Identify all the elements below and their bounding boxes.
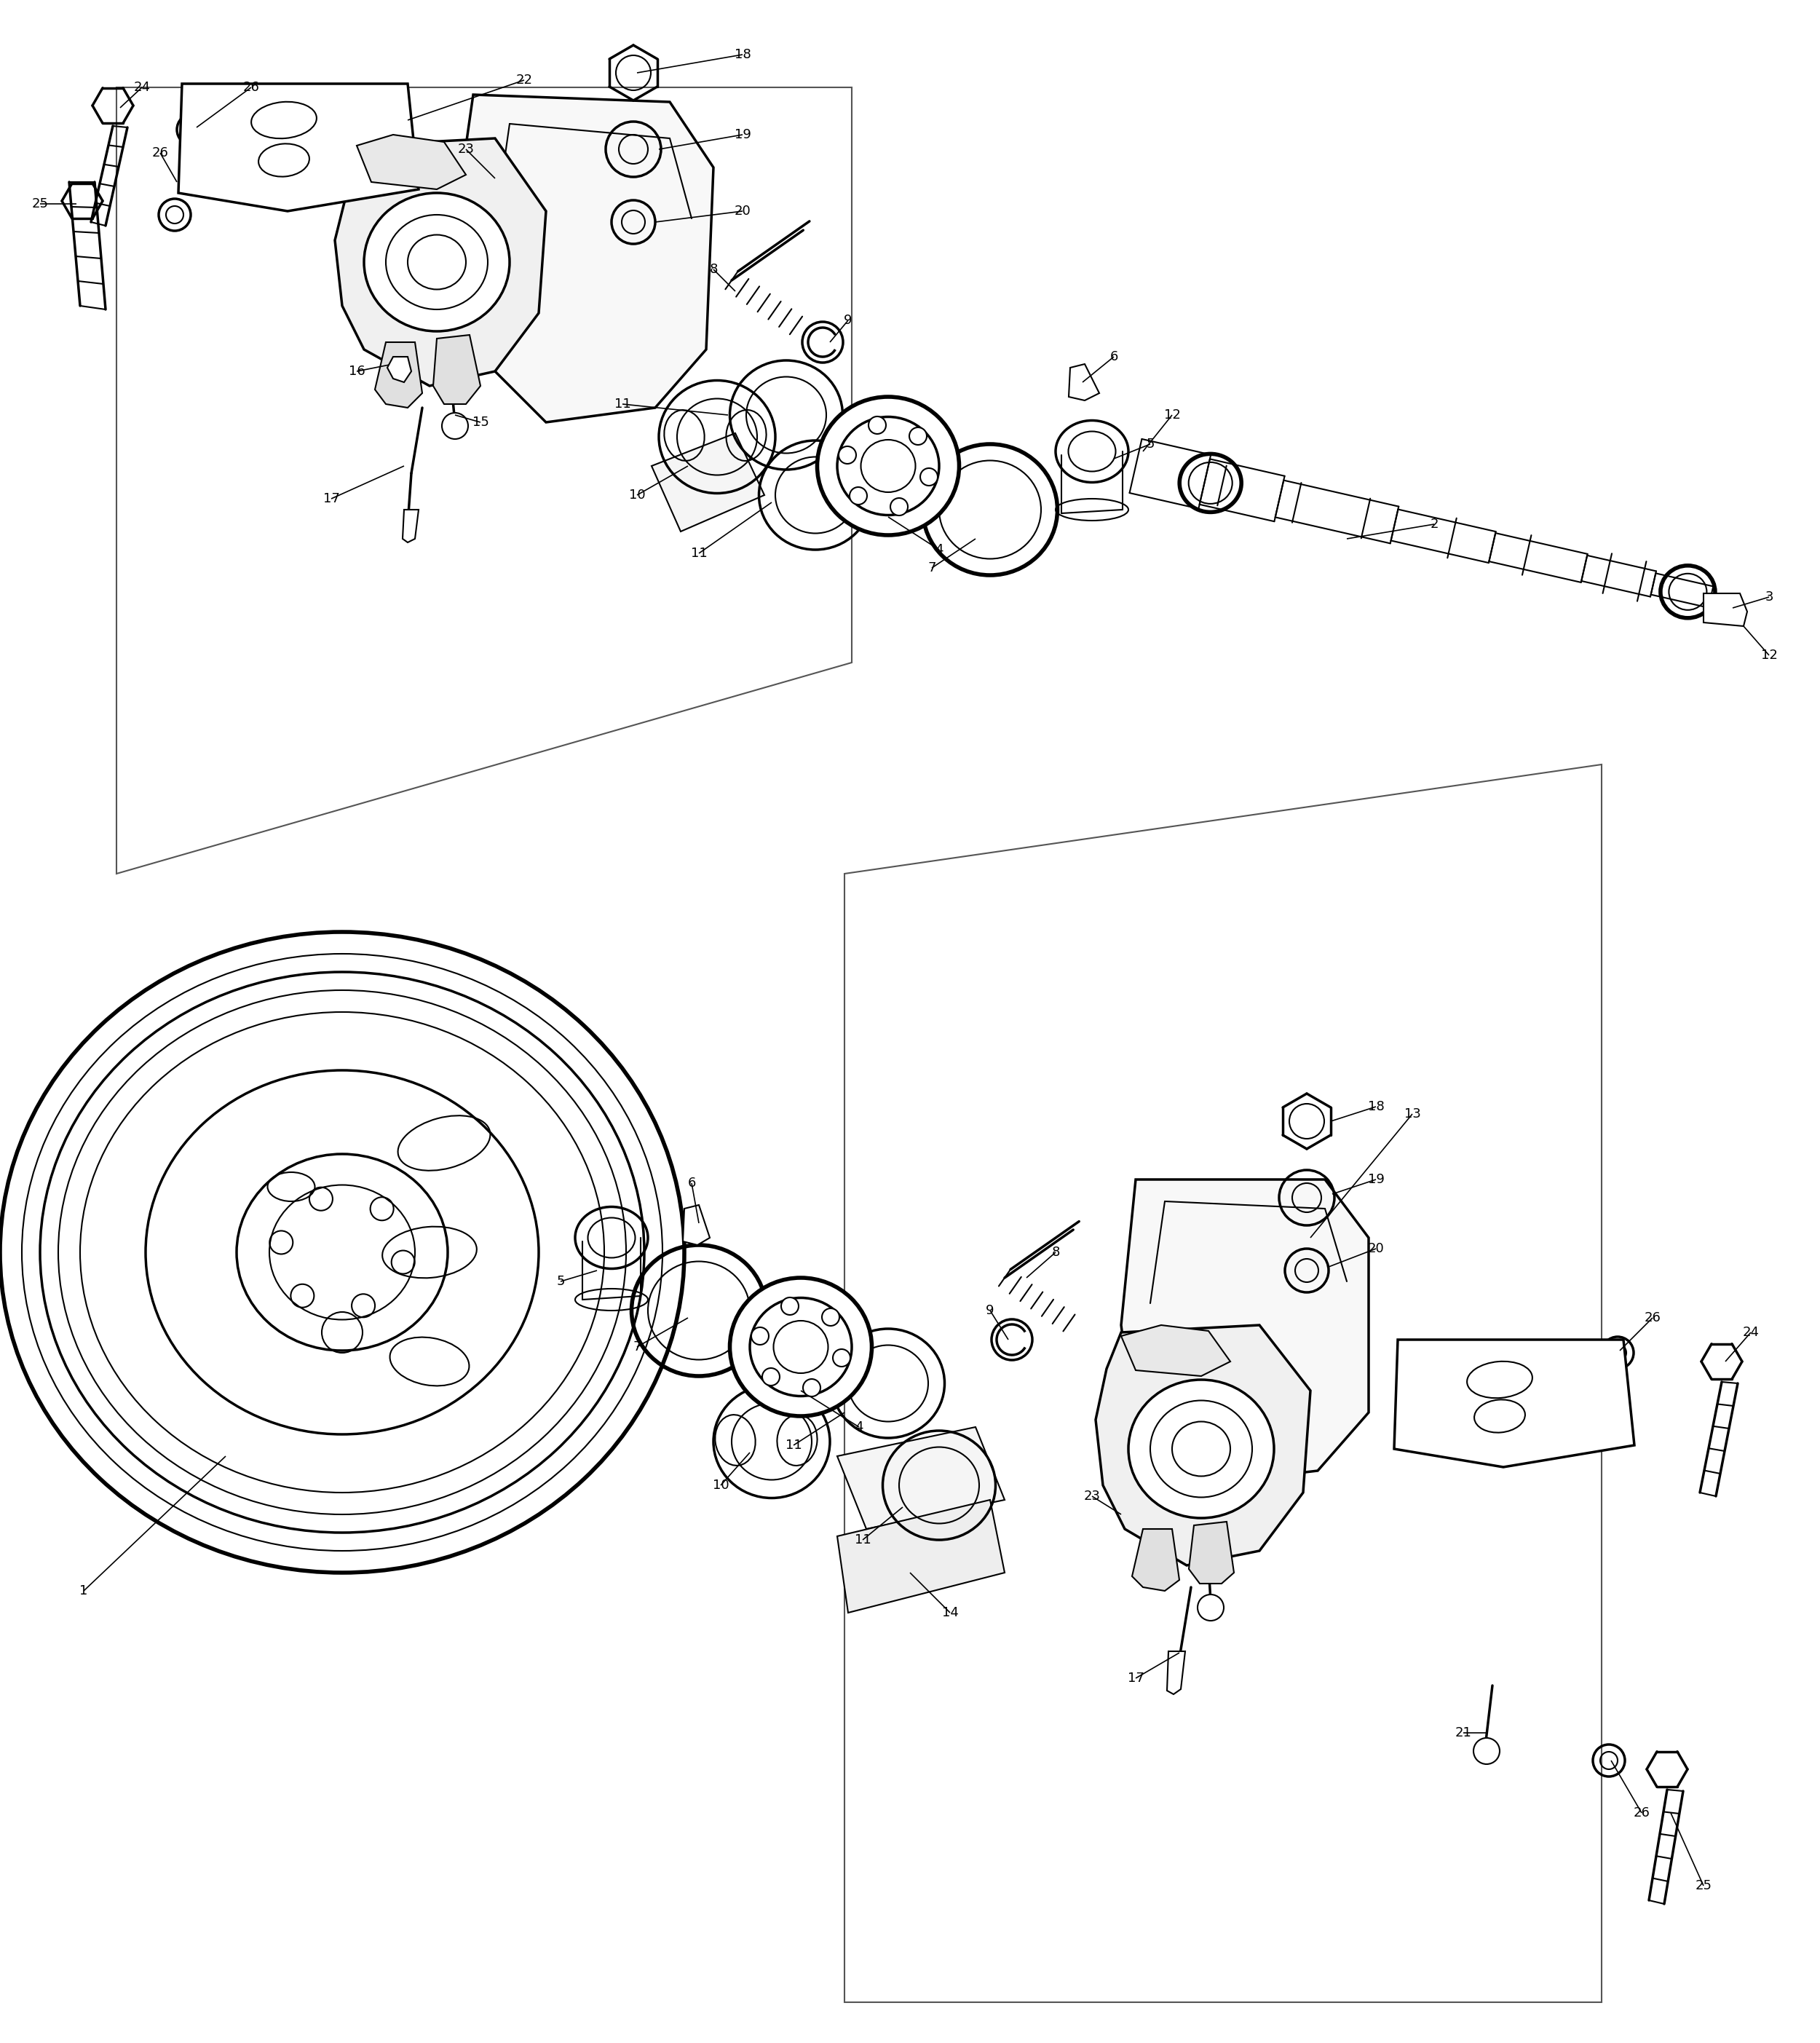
Text: 24: 24: [1742, 1326, 1760, 1338]
Ellipse shape: [750, 1297, 852, 1395]
Text: 12: 12: [1163, 409, 1181, 421]
Circle shape: [823, 1308, 839, 1326]
Ellipse shape: [364, 192, 510, 331]
Text: 7: 7: [633, 1340, 641, 1355]
Text: 26: 26: [1643, 1312, 1662, 1324]
Polygon shape: [1121, 1326, 1230, 1377]
Polygon shape: [1167, 1651, 1185, 1694]
Ellipse shape: [386, 215, 488, 308]
Text: 9: 9: [844, 315, 852, 327]
Polygon shape: [402, 509, 419, 543]
Polygon shape: [335, 139, 546, 386]
Polygon shape: [1704, 592, 1747, 625]
Text: 26: 26: [1633, 1806, 1651, 1820]
Circle shape: [442, 413, 468, 439]
Text: 11: 11: [854, 1534, 872, 1547]
Polygon shape: [1096, 1326, 1310, 1565]
Circle shape: [834, 1348, 850, 1367]
Polygon shape: [1188, 1522, 1234, 1583]
Ellipse shape: [1172, 1422, 1230, 1477]
Text: 22: 22: [515, 74, 533, 86]
Text: 23: 23: [457, 143, 475, 155]
Circle shape: [803, 1379, 821, 1397]
Polygon shape: [837, 1500, 1005, 1612]
Polygon shape: [466, 94, 713, 423]
Text: 19: 19: [1367, 1173, 1385, 1187]
Text: 10: 10: [712, 1479, 730, 1491]
Text: 21: 21: [1454, 1726, 1472, 1739]
Ellipse shape: [251, 102, 317, 139]
Ellipse shape: [1467, 1361, 1532, 1397]
Circle shape: [781, 1297, 799, 1316]
Text: 24: 24: [133, 82, 151, 94]
Circle shape: [1198, 1594, 1223, 1620]
Polygon shape: [1068, 364, 1099, 400]
Text: 12: 12: [1760, 650, 1778, 662]
Polygon shape: [682, 1205, 710, 1244]
Text: 17: 17: [1127, 1671, 1145, 1685]
Circle shape: [868, 417, 886, 433]
Text: 3: 3: [1765, 590, 1773, 603]
Text: 8: 8: [710, 264, 717, 276]
Ellipse shape: [408, 235, 466, 290]
Text: 11: 11: [613, 398, 632, 411]
Text: 26: 26: [242, 82, 260, 94]
Text: 18: 18: [1367, 1099, 1385, 1113]
Circle shape: [921, 468, 937, 486]
Text: 19: 19: [733, 129, 752, 141]
Polygon shape: [433, 335, 480, 405]
Text: 26: 26: [151, 147, 169, 159]
Ellipse shape: [861, 439, 915, 492]
Text: 18: 18: [733, 49, 752, 61]
Text: 20: 20: [1367, 1242, 1385, 1254]
Ellipse shape: [1128, 1379, 1274, 1518]
Text: 15: 15: [471, 415, 490, 429]
Circle shape: [763, 1369, 779, 1385]
Text: 1: 1: [80, 1583, 87, 1598]
Circle shape: [850, 486, 866, 505]
Text: 4: 4: [935, 543, 943, 556]
Polygon shape: [1394, 1340, 1634, 1467]
Circle shape: [752, 1328, 768, 1344]
Polygon shape: [1132, 1528, 1179, 1591]
Text: 7: 7: [928, 562, 935, 574]
Text: 5: 5: [557, 1275, 564, 1287]
Ellipse shape: [730, 1277, 872, 1416]
Text: 8: 8: [1052, 1246, 1059, 1258]
Text: 20: 20: [733, 204, 752, 219]
Text: 11: 11: [690, 548, 708, 560]
Text: 11: 11: [784, 1438, 803, 1453]
Circle shape: [910, 427, 926, 445]
Text: 6: 6: [688, 1177, 695, 1189]
Text: 17: 17: [322, 492, 340, 505]
Circle shape: [890, 498, 908, 515]
Text: 6: 6: [1110, 349, 1117, 364]
Text: 10: 10: [628, 488, 646, 503]
Text: 2: 2: [1431, 517, 1438, 531]
Polygon shape: [178, 84, 419, 210]
Text: 23: 23: [1083, 1489, 1101, 1504]
Polygon shape: [1121, 1179, 1369, 1485]
Text: 14: 14: [941, 1606, 959, 1620]
Text: 5: 5: [1147, 437, 1154, 452]
Circle shape: [1474, 1739, 1500, 1765]
Text: 25: 25: [1694, 1880, 1713, 1892]
Polygon shape: [837, 1428, 1005, 1528]
Text: 4: 4: [855, 1420, 863, 1434]
Polygon shape: [388, 358, 411, 382]
Polygon shape: [375, 341, 422, 409]
Text: 9: 9: [986, 1303, 994, 1318]
Polygon shape: [652, 433, 764, 531]
Ellipse shape: [1150, 1399, 1252, 1498]
Circle shape: [839, 445, 855, 464]
Ellipse shape: [774, 1320, 828, 1373]
Text: 25: 25: [31, 198, 49, 210]
Polygon shape: [357, 135, 466, 190]
Ellipse shape: [837, 417, 939, 515]
Text: 16: 16: [348, 366, 366, 378]
Text: 13: 13: [1403, 1107, 1421, 1120]
Ellipse shape: [817, 396, 959, 535]
